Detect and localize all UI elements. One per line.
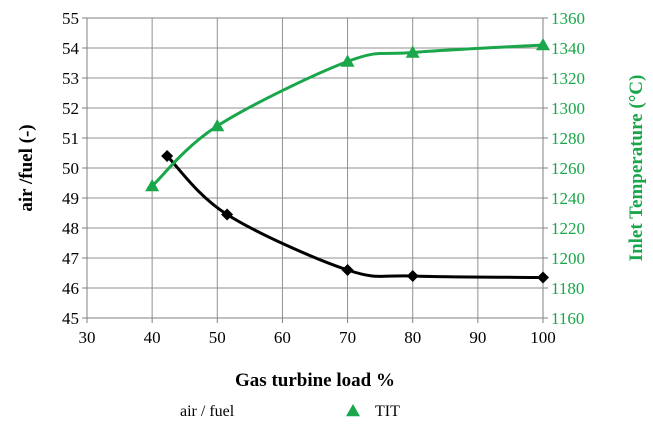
- data-point-air-fuel: [221, 208, 234, 221]
- data-point-air-fuel: [161, 150, 174, 162]
- right-y-tick-label: 1240: [551, 189, 585, 208]
- left-y-tick-label: 47: [62, 249, 80, 268]
- x-tick-label: 30: [79, 328, 96, 347]
- right-y-axis-ticks: 1160 1180 1200 1220 1240 1260 1280 1300 1320 1340…: [543, 9, 585, 328]
- left-y-tick-label: 49: [62, 189, 79, 208]
- data-point-air-fuel: [341, 264, 354, 276]
- right-y-tick-label: 1280: [551, 129, 585, 148]
- left-y-tick-label: 45: [62, 309, 79, 328]
- x-tick-label: 80: [404, 328, 421, 347]
- right-y-tick-label: 1200: [551, 249, 585, 268]
- left-y-tick-label: 53: [62, 69, 79, 88]
- grid: [86, 17, 544, 319]
- legend-marker-tit: [346, 404, 360, 417]
- left-y-tick-label: 50: [62, 159, 79, 178]
- left-y-tick-label: 52: [62, 99, 79, 118]
- legend: air / fuel TIT: [180, 403, 400, 420]
- legend-label-tit: TIT: [375, 403, 400, 420]
- x-tick-label: 60: [274, 328, 291, 347]
- x-tick-label: 70: [339, 328, 356, 347]
- x-tick-label: 50: [209, 328, 226, 347]
- left-y-axis-ticks: 45 46 47 48 49 50 51 52 53 54 55: [62, 9, 87, 328]
- right-y-tick-label: 1160: [551, 309, 584, 328]
- data-point-tit: [405, 45, 420, 58]
- data-point-tit: [340, 54, 355, 67]
- data-point-air-fuel: [406, 270, 419, 282]
- left-y-tick-label: 46: [62, 279, 79, 298]
- x-tick-label: 90: [469, 328, 486, 347]
- right-y-tick-label: 1300: [551, 99, 585, 118]
- data-point-air-fuel: [537, 271, 549, 284]
- left-y-tick-label: 55: [62, 9, 79, 28]
- right-y-tick-label: 1320: [551, 69, 585, 88]
- right-y-tick-label: 1180: [551, 279, 584, 298]
- right-y-tick-label: 1360: [551, 9, 585, 28]
- left-y-tick-label: 54: [62, 39, 80, 58]
- left-y-tick-label: 51: [62, 129, 79, 148]
- series-layer: [145, 38, 550, 284]
- x-axis-ticks: 30 40 50 60 70 80 90 100: [79, 318, 556, 347]
- left-y-axis-title: air /fuel (-): [16, 124, 37, 211]
- data-point-tit: [210, 119, 225, 132]
- data-point-tit: [536, 38, 550, 51]
- x-axis-title: Gas turbine load %: [235, 370, 395, 391]
- right-y-axis-title: Inlet Temperature (°C): [626, 75, 647, 262]
- x-tick-label: 40: [144, 328, 161, 347]
- legend-label-air-fuel: air / fuel: [180, 403, 235, 420]
- left-y-tick-label: 48: [62, 219, 79, 238]
- right-y-tick-label: 1260: [551, 159, 585, 178]
- data-point-tit: [145, 179, 160, 192]
- x-tick-label: 100: [530, 328, 556, 347]
- right-y-tick-label: 1340: [551, 39, 585, 58]
- right-y-tick-label: 1220: [551, 219, 585, 238]
